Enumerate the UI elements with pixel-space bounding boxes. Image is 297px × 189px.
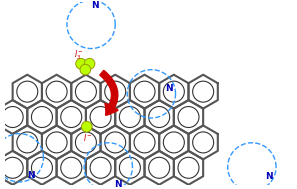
Circle shape — [193, 81, 214, 102]
FancyArrowPatch shape — [100, 71, 118, 115]
Circle shape — [105, 132, 126, 153]
Polygon shape — [189, 125, 218, 159]
Text: $I^-$: $I^-$ — [83, 132, 93, 143]
Polygon shape — [101, 75, 130, 108]
Polygon shape — [57, 151, 86, 185]
Circle shape — [163, 132, 184, 153]
Circle shape — [46, 81, 67, 102]
Polygon shape — [71, 125, 101, 159]
Polygon shape — [115, 100, 145, 134]
Circle shape — [76, 58, 86, 69]
Circle shape — [80, 64, 91, 75]
Text: N: N — [114, 180, 122, 189]
Polygon shape — [0, 151, 27, 185]
Circle shape — [31, 157, 53, 178]
Circle shape — [193, 132, 214, 153]
Text: N: N — [91, 1, 99, 9]
Polygon shape — [145, 151, 174, 185]
Polygon shape — [115, 151, 145, 185]
Polygon shape — [86, 151, 115, 185]
Text: N: N — [27, 171, 35, 180]
Polygon shape — [13, 125, 42, 159]
Circle shape — [178, 157, 199, 178]
Polygon shape — [174, 100, 203, 134]
Text: N: N — [266, 172, 273, 181]
Polygon shape — [0, 100, 27, 134]
Polygon shape — [86, 100, 115, 134]
Circle shape — [178, 107, 199, 128]
Polygon shape — [71, 75, 101, 108]
Circle shape — [46, 132, 67, 153]
Polygon shape — [159, 75, 189, 108]
Polygon shape — [42, 125, 71, 159]
Polygon shape — [189, 75, 218, 108]
Text: N: N — [165, 84, 173, 94]
Circle shape — [61, 157, 82, 178]
Circle shape — [90, 157, 111, 178]
Circle shape — [2, 107, 23, 128]
Text: $I_3^-$: $I_3^-$ — [74, 48, 83, 62]
Polygon shape — [145, 100, 174, 134]
Circle shape — [134, 81, 155, 102]
Polygon shape — [13, 75, 42, 108]
Polygon shape — [27, 100, 57, 134]
Polygon shape — [57, 100, 86, 134]
Circle shape — [90, 107, 111, 128]
Circle shape — [105, 81, 126, 102]
Circle shape — [163, 81, 184, 102]
Polygon shape — [42, 75, 71, 108]
Polygon shape — [174, 151, 203, 185]
Circle shape — [84, 58, 95, 69]
Circle shape — [119, 107, 140, 128]
Polygon shape — [27, 151, 57, 185]
Circle shape — [17, 81, 38, 102]
Polygon shape — [130, 125, 159, 159]
Circle shape — [61, 107, 82, 128]
Circle shape — [75, 132, 97, 153]
Circle shape — [17, 132, 38, 153]
Circle shape — [134, 132, 155, 153]
Circle shape — [149, 157, 170, 178]
Circle shape — [81, 121, 92, 132]
Circle shape — [75, 81, 97, 102]
Circle shape — [31, 107, 53, 128]
Circle shape — [119, 157, 140, 178]
Polygon shape — [101, 125, 130, 159]
Polygon shape — [130, 75, 159, 108]
Polygon shape — [159, 125, 189, 159]
Circle shape — [2, 157, 23, 178]
Circle shape — [149, 107, 170, 128]
